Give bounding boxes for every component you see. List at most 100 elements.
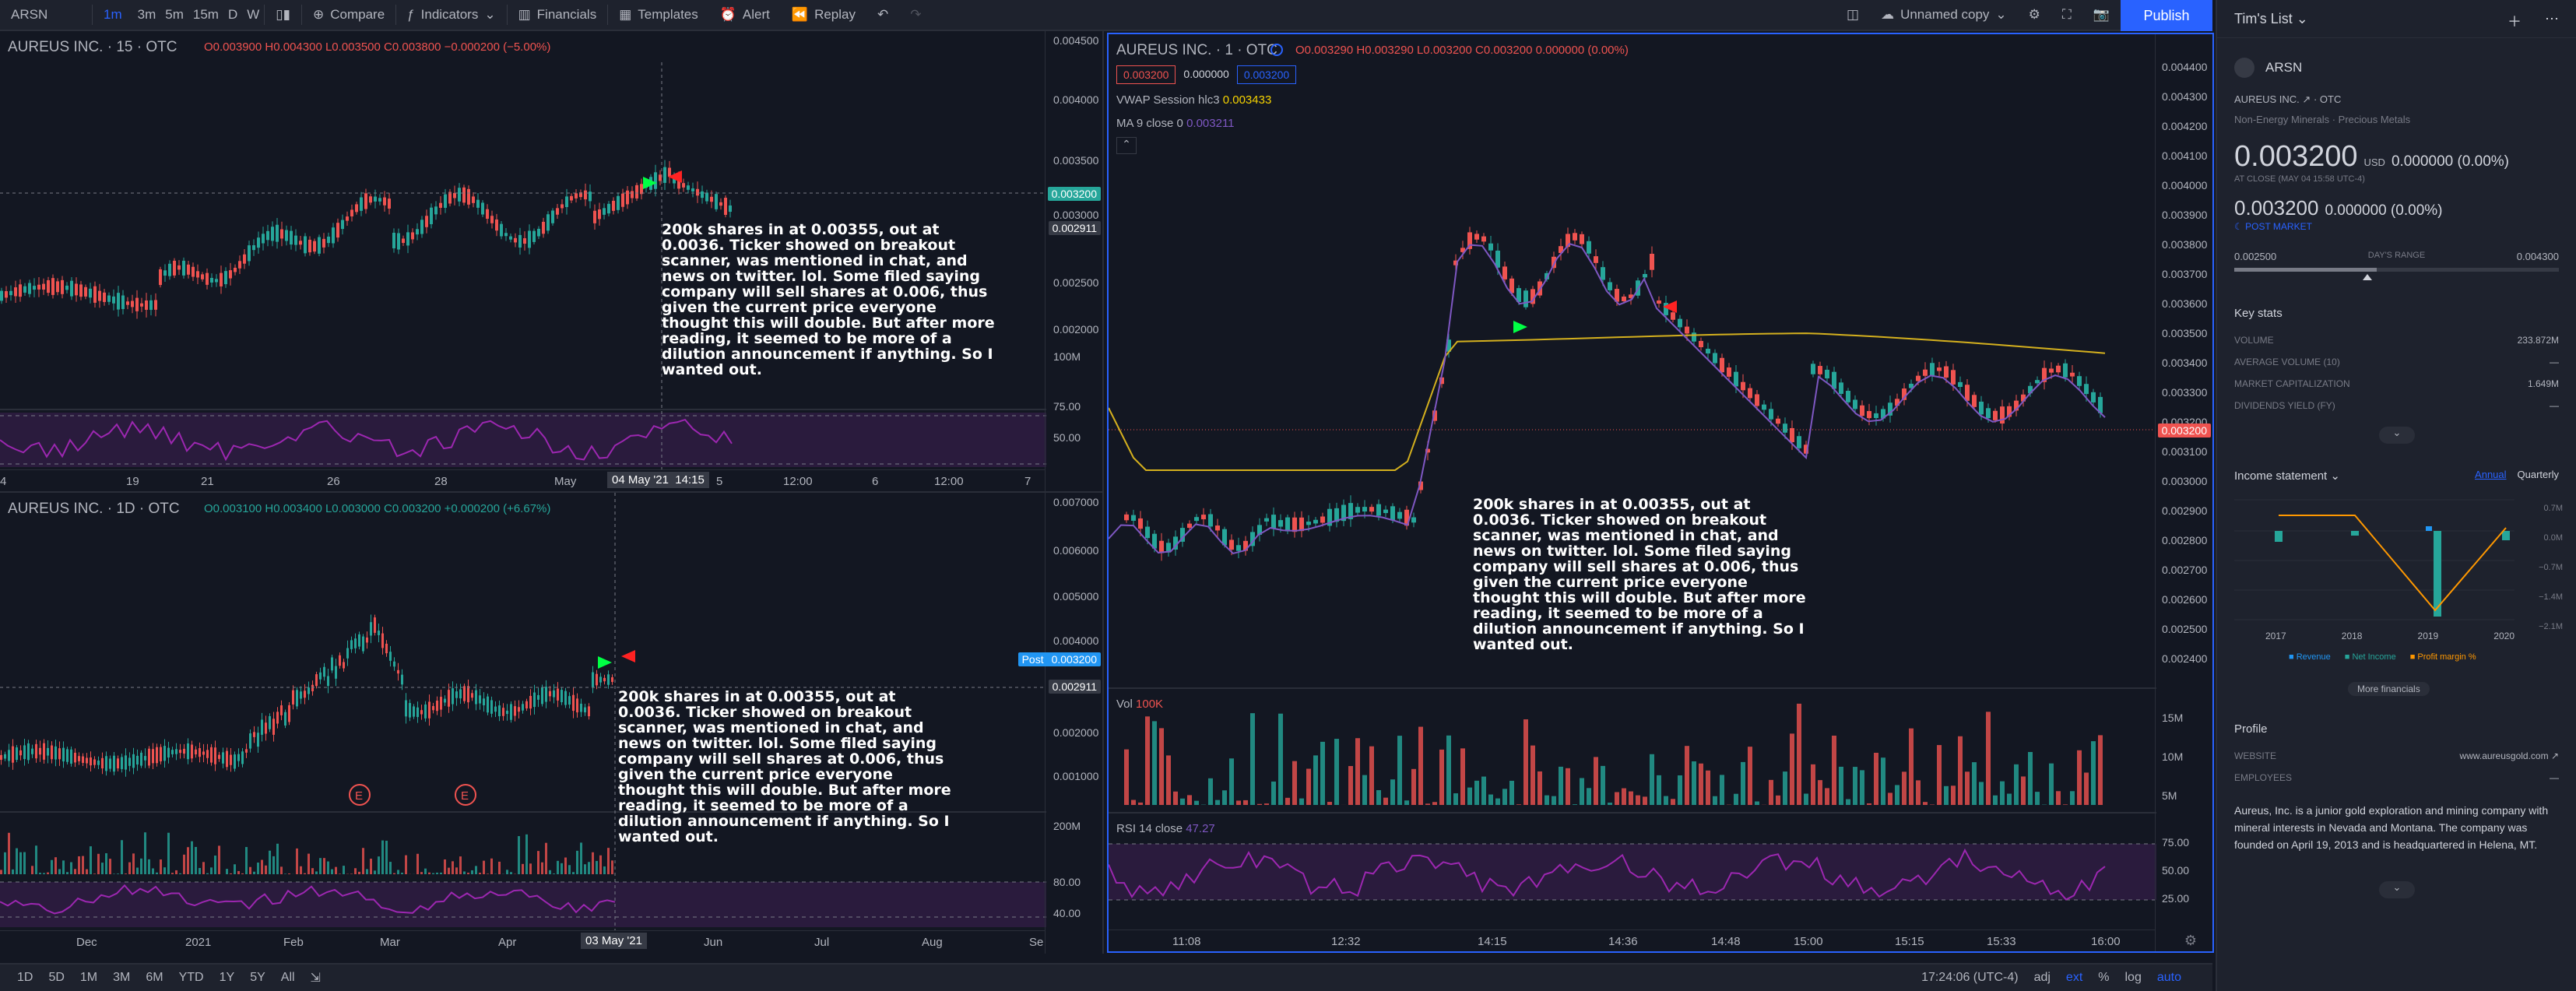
website-link[interactable]: www.aureusgold.com ↗: [2460, 750, 2559, 761]
ma-legend[interactable]: MA 9 close 0 0.003211: [1116, 117, 1235, 130]
interval-3m[interactable]: 3m: [137, 7, 156, 22]
layout-name-button[interactable]: ☁ Unnamed copy ⌄: [1870, 0, 2018, 30]
range-all[interactable]: All: [280, 971, 295, 984]
replay-button[interactable]: ⏪ Replay: [781, 0, 866, 30]
earnings-marker[interactable]: [349, 784, 371, 806]
quarterly-tab[interactable]: Quarterly: [2517, 469, 2559, 480]
price-axis[interactable]: 0.004400 0.004300 0.004200 0.004100 0.004000…: [2155, 34, 2212, 951]
settings-button[interactable]: ⚙: [2018, 0, 2051, 30]
expand-profile-button[interactable]: ⌄: [2379, 881, 2415, 898]
net-income-bar[interactable]: [2275, 531, 2283, 542]
auto-toggle[interactable]: auto: [2156, 971, 2181, 984]
candle-body: [294, 235, 297, 245]
candle-body: [327, 236, 330, 244]
interval-5m[interactable]: 5m: [165, 7, 184, 22]
layout-button[interactable]: ◫: [1836, 0, 1870, 30]
financials-button[interactable]: ▥ Financials: [508, 0, 608, 30]
price-axis[interactable]: 0.007000 0.006000 0.005000 0.004000 0.00…: [1045, 493, 1102, 954]
candle-body: [1902, 388, 1907, 400]
candle-body: [1776, 418, 1780, 424]
redo-button[interactable]: ↷: [899, 0, 932, 30]
annual-tab[interactable]: Annual: [2475, 469, 2507, 480]
candle-body: [140, 752, 142, 766]
publish-button[interactable]: Publish: [2121, 0, 2212, 31]
undo-button[interactable]: ↶: [866, 0, 899, 30]
candle-body: [1432, 410, 1437, 421]
compare-button[interactable]: ⊕ Compare: [302, 0, 395, 30]
symbol-header[interactable]: ARSN: [2234, 58, 2302, 78]
range-ytd[interactable]: YTD: [178, 971, 204, 984]
interval-w[interactable]: W: [247, 7, 260, 22]
chart-panel-1m[interactable]: AUREUS INC. · 1 · OTC O0.003290 H0.00329…: [1107, 33, 2214, 953]
chart-panel-15m[interactable]: AUREUS INC. · 15 · OTC O0.003900 H0.0043…: [0, 31, 1104, 493]
add-symbol-icon[interactable]: ＋: [2507, 14, 2522, 30]
interval-1m[interactable]: 1m: [104, 7, 122, 22]
earnings-marker[interactable]: [455, 784, 476, 806]
fullscreen-button[interactable]: ⛶: [2051, 0, 2082, 30]
rsi-legend[interactable]: RSI 14 close 47.27: [1116, 822, 1215, 835]
range-3m[interactable]: 3M: [113, 971, 131, 984]
indicators-button[interactable]: ƒ Indicators ⌄: [396, 0, 506, 30]
time-axis[interactable]: Dec 2021 Feb Mar Apr 03 May '21 Jun Jul …: [0, 930, 1045, 954]
range-1m[interactable]: 1M: [79, 971, 98, 984]
range-5y[interactable]: 5Y: [250, 971, 265, 984]
ask-price[interactable]: 0.003200: [1236, 65, 1297, 84]
range-5d[interactable]: 5D: [48, 971, 65, 984]
candle-body: [483, 698, 485, 705]
range-1y[interactable]: 1Y: [219, 971, 235, 984]
volume-legend[interactable]: Vol 100K: [1116, 698, 1163, 711]
volume-bar: [1425, 803, 1430, 805]
ext-toggle[interactable]: ext: [2065, 971, 2083, 984]
candle-body: [529, 695, 532, 709]
templates-button[interactable]: ▦ Templates: [608, 0, 709, 30]
candle-body: [154, 300, 157, 310]
collapse-legend-button[interactable]: ⌃: [1116, 137, 1137, 154]
candle-body: [206, 272, 209, 285]
volume-bar: [1509, 780, 1514, 805]
candle-body: [481, 202, 484, 215]
clock[interactable]: 17:24:06 (UTC-4): [1921, 971, 2019, 984]
legend-revenue[interactable]: ■ Revenue: [2289, 652, 2331, 662]
vwap-legend[interactable]: VWAP Session hlc3 0.003433: [1116, 93, 1271, 107]
log-toggle[interactable]: log: [2124, 971, 2142, 984]
volume-bar: [350, 873, 353, 874]
candle-body: [1545, 272, 1549, 279]
net-income-bar[interactable]: [2434, 531, 2441, 617]
legend-label: Revenue: [2296, 652, 2331, 662]
volume-bar: [1124, 749, 1129, 805]
watchlist-title-button[interactable]: Tim's List ⌄: [2234, 11, 2308, 31]
more-financials-button[interactable]: More financials: [2348, 682, 2430, 696]
volume-bar: [90, 846, 92, 874]
chart-panel-1d[interactable]: AUREUS INC. · 1D · OTC O0.003100 H0.0034…: [0, 493, 1104, 954]
company-name[interactable]: AUREUS INC.: [2234, 93, 2300, 105]
alert-button[interactable]: ⏰ Alert: [709, 0, 781, 30]
y-tick: 0.004300: [2162, 90, 2208, 103]
time-axis[interactable]: 11:08 12:32 14:15 14:36 14:48 15:00 15:1…: [1109, 930, 2155, 951]
interval-d[interactable]: D: [227, 7, 238, 22]
chart-type-button[interactable]: ▯▮: [265, 0, 301, 30]
goto-date-button[interactable]: ⇲: [303, 970, 329, 986]
more-icon[interactable]: ⋯: [2545, 11, 2559, 26]
volume-bars: [1124, 703, 2103, 805]
expand-stats-button[interactable]: ⌄: [2379, 427, 2415, 444]
range-6m[interactable]: 6M: [146, 971, 163, 984]
external-link-icon[interactable]: ↗: [2302, 93, 2311, 105]
snapshot-button[interactable]: 📷: [2082, 0, 2121, 30]
income-title-button[interactable]: Income statement ⌄: [2234, 469, 2340, 483]
bid-price[interactable]: 0.003200: [1116, 65, 1176, 84]
interval-15m[interactable]: 15m: [192, 7, 219, 22]
adj-toggle[interactable]: adj: [2033, 971, 2051, 984]
net-income-bar[interactable]: [2502, 531, 2510, 540]
symbol-search[interactable]: ARSN: [0, 0, 92, 30]
volume-bar: [117, 873, 119, 874]
revenue-bar[interactable]: [2426, 526, 2432, 531]
range-1d[interactable]: 1D: [17, 971, 33, 984]
legend-profit-margin[interactable]: ■ Profit margin %: [2409, 652, 2476, 662]
time-axis[interactable]: 4 19 21 26 28 May 04 May '21 14:15 5 12:…: [0, 469, 1045, 491]
price-axis[interactable]: 0.004500 0.004000 0.003500 0.003000 0.00…: [1045, 31, 1102, 491]
net-income-bar[interactable]: [2351, 531, 2359, 536]
chart-settings-button[interactable]: ⚙: [2184, 933, 2197, 949]
legend-net-income[interactable]: ■ Net Income: [2344, 652, 2396, 662]
percent-toggle[interactable]: %: [2098, 971, 2110, 984]
candle-body: [1860, 405, 1864, 416]
